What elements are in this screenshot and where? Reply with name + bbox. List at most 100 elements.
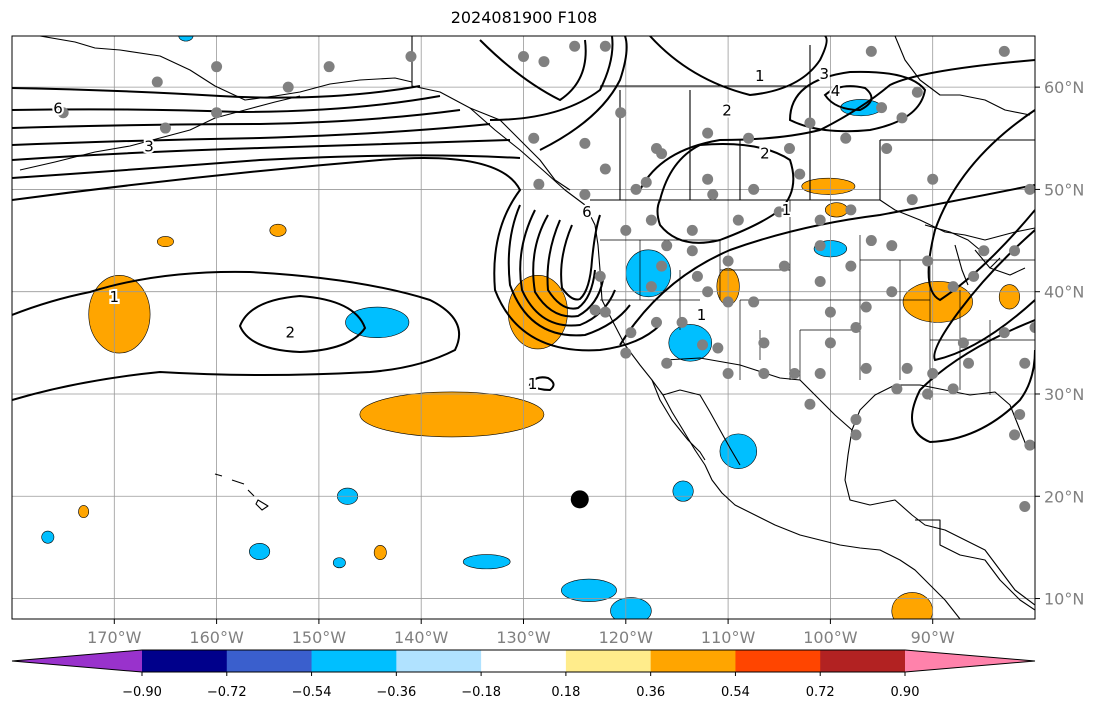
colorbar-tick-label: −0.90 (122, 685, 162, 700)
colorbar-tick-label: 0.54 (721, 685, 750, 700)
contour-label: 2 (285, 324, 295, 342)
station-dot (824, 306, 836, 318)
hudson-bay-coast (894, 36, 1031, 116)
storm-position-marker (570, 490, 589, 509)
station-dot (599, 163, 611, 175)
positive-anomaly-region (0, 217, 7, 223)
contour-trough-6 (560, 214, 601, 301)
station-dot (722, 296, 734, 308)
contour-small-1 (528, 376, 555, 392)
lat-tick-label: 10°N (1044, 590, 1084, 609)
station-dot (814, 275, 826, 287)
central-america (915, 519, 1035, 611)
great-lakes (924, 224, 1026, 286)
station-dot (814, 368, 826, 380)
station-dot (778, 260, 790, 272)
colorbar-segment (481, 650, 567, 672)
axis-ticks: 170°W 160°W 150°W 140°W 130°W 120°W 110°W 100°W… (87, 78, 1084, 647)
contour-canada-4 (823, 85, 873, 112)
station-dot (758, 368, 770, 380)
negative-anomaly-region (610, 597, 652, 619)
positive-anomaly-region (359, 391, 545, 438)
colorbar-tick-label: 0.36 (636, 685, 665, 700)
station-dot (748, 183, 760, 195)
colorbar-tick-label: 0.72 (806, 685, 835, 700)
colorbar-tick-label: −0.54 (292, 685, 332, 700)
station-dot (881, 143, 893, 155)
station-dot (732, 214, 744, 226)
negative-anomaly-region (332, 557, 346, 569)
station-dot (686, 245, 698, 257)
colorbar-tick-label: 0.18 (551, 685, 580, 700)
station-dot (211, 61, 223, 73)
station-dot (1024, 439, 1035, 451)
station-dot (630, 183, 642, 195)
positive-anomaly-region (78, 505, 90, 519)
station-dot (860, 362, 872, 374)
station-dot (1009, 429, 1021, 441)
contour-canada-2-a (649, 36, 828, 97)
station-dot (758, 337, 770, 349)
station-dot (804, 117, 816, 129)
station-dot (594, 270, 606, 282)
positive-anomaly-region (998, 284, 1020, 310)
contour-label: 3 (144, 137, 154, 155)
station-dot (211, 107, 223, 119)
station-dot (620, 224, 632, 236)
negative-anomaly-region (345, 306, 410, 339)
lon-tick-label: 130°W (496, 628, 551, 647)
colorbar-tick-label: 0.90 (891, 685, 920, 700)
lon-tick-label: 140°W (394, 628, 449, 647)
station-dot (860, 301, 872, 313)
station-dot (850, 414, 862, 426)
lat-tick-label: 40°N (1044, 283, 1084, 302)
station-dot (702, 127, 714, 139)
station-dot (845, 204, 857, 216)
station-dot (783, 143, 795, 155)
positive-anomaly-region (156, 236, 174, 247)
contour-label: 3 (819, 65, 829, 83)
contour-label: 6 (53, 100, 63, 118)
station-dot (661, 357, 673, 369)
lon-tick-label: 120°W (599, 628, 654, 647)
lat-tick-label: 20°N (1044, 487, 1084, 506)
station-dot (645, 281, 657, 293)
negative-anomaly-region (672, 480, 694, 502)
station-dot (702, 286, 714, 298)
negative-anomaly-region (462, 554, 511, 570)
station-dot (1029, 322, 1035, 333)
contour-trough-2 (507, 204, 631, 337)
colorbar-max-extension (905, 650, 1035, 672)
contour-alaska-c (12, 123, 491, 146)
station-dot (789, 368, 801, 380)
station-dot (901, 362, 913, 374)
contour-canada-3 (788, 70, 927, 133)
lon-tick-label: 90°W (911, 628, 955, 647)
station-dot (569, 40, 581, 52)
contour-nw-canada-b (489, 36, 614, 121)
station-dot (968, 270, 980, 282)
lon-tick-label: 170°W (87, 628, 142, 647)
positive-anomaly-region (902, 281, 973, 323)
negative-anomaly-region (719, 433, 758, 469)
station-dot (702, 173, 714, 185)
station-dot (697, 339, 709, 351)
station-dot (518, 50, 529, 62)
baja-california (651, 379, 741, 466)
lat-tick-label: 30°N (1044, 385, 1084, 404)
positive-anomaly-region (269, 223, 287, 237)
station-dot (599, 40, 611, 52)
station-dot (845, 260, 857, 272)
contour-trough-5 (546, 219, 596, 310)
negative-anomaly-region (41, 530, 55, 544)
colorbar-tick-label: −0.72 (207, 685, 247, 700)
station-dot (579, 137, 591, 149)
station-dot (615, 107, 627, 119)
lat-tick-label: 50°N (1044, 180, 1084, 199)
station-dot (922, 255, 934, 267)
colorbar-segment (650, 650, 736, 672)
station-dot (722, 255, 734, 267)
alaska-coast (39, 36, 413, 101)
station-dot (947, 281, 959, 293)
positive-anomaly-region (373, 545, 387, 560)
